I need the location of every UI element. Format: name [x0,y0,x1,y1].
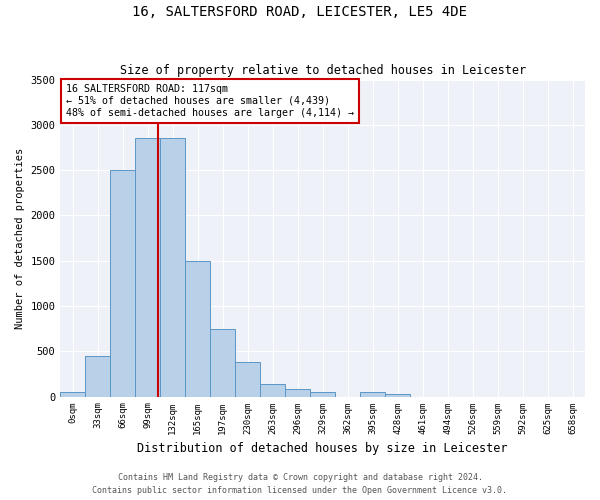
Bar [310,392,335,396]
Bar [185,260,210,396]
Bar [210,328,235,396]
Y-axis label: Number of detached properties: Number of detached properties [15,148,25,328]
Bar [360,392,385,396]
Bar [160,138,185,396]
Bar [385,394,410,396]
Text: 16, SALTERSFORD ROAD, LEICESTER, LE5 4DE: 16, SALTERSFORD ROAD, LEICESTER, LE5 4DE [133,5,467,19]
Bar [61,392,85,396]
Bar [85,356,110,397]
Text: 16 SALTERSFORD ROAD: 117sqm
← 51% of detached houses are smaller (4,439)
48% of : 16 SALTERSFORD ROAD: 117sqm ← 51% of det… [65,84,353,117]
Bar [110,170,136,396]
Bar [235,362,260,396]
Title: Size of property relative to detached houses in Leicester: Size of property relative to detached ho… [119,64,526,77]
Bar [136,138,160,396]
X-axis label: Distribution of detached houses by size in Leicester: Distribution of detached houses by size … [137,442,508,455]
Bar [260,384,285,396]
Bar [285,390,310,396]
Text: Contains HM Land Registry data © Crown copyright and database right 2024.
Contai: Contains HM Land Registry data © Crown c… [92,474,508,495]
